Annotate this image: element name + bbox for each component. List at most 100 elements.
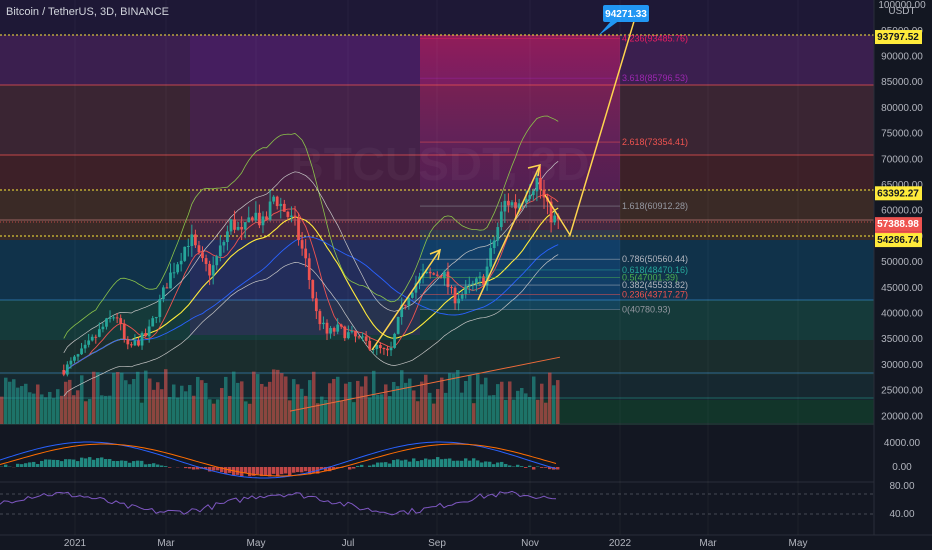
macd-histogram-bar xyxy=(336,467,340,468)
macd-histogram-bar xyxy=(436,457,440,467)
candle xyxy=(350,325,354,334)
volume-bar xyxy=(172,384,176,424)
candle xyxy=(354,331,357,343)
volume-bar xyxy=(96,372,100,424)
volume-bar xyxy=(388,396,392,424)
macd-histogram-bar xyxy=(88,457,92,467)
candle xyxy=(492,236,496,254)
volume-bar xyxy=(132,379,136,424)
price-tick-label: 40000.00 xyxy=(881,309,923,320)
candle xyxy=(400,297,404,325)
volume-bar xyxy=(112,372,116,424)
volume-bar xyxy=(456,370,460,424)
candle xyxy=(435,271,439,278)
arrow-head-2 xyxy=(527,163,541,177)
volume-bar xyxy=(292,379,296,424)
volume-bar xyxy=(204,382,208,424)
volume-bar xyxy=(104,395,108,424)
macd-histogram-bar xyxy=(84,458,88,467)
price-tag: 54286.74 xyxy=(875,233,922,248)
macd-histogram-bar xyxy=(352,467,356,469)
macd-histogram-bar xyxy=(456,460,460,467)
candle xyxy=(140,331,144,350)
candle xyxy=(378,342,382,354)
fib-level-label: 0.786(50560.44) xyxy=(622,254,688,264)
macd-histogram-bar xyxy=(404,459,408,467)
svg-text:54286.74: 54286.74 xyxy=(877,235,919,246)
volume-bar xyxy=(344,383,348,424)
volume-bar xyxy=(428,392,432,424)
svg-text:63392.27: 63392.27 xyxy=(877,188,919,199)
macd-histogram-bar xyxy=(248,467,252,477)
candle xyxy=(197,240,201,255)
macd-line xyxy=(0,441,557,479)
macd-histogram-bar xyxy=(300,467,304,473)
macd-histogram-bar xyxy=(384,462,388,467)
candlesticks xyxy=(62,166,560,377)
volume-bar xyxy=(64,381,68,424)
candle xyxy=(450,285,453,294)
price-tick-label: 25000.00 xyxy=(881,386,923,397)
callout-label: 94271.33 xyxy=(605,9,647,20)
candle xyxy=(176,262,179,275)
fib-level-label: 0.382(45533.82) xyxy=(622,280,688,290)
candle xyxy=(265,211,268,221)
candle xyxy=(226,225,229,251)
candle xyxy=(531,188,535,201)
macd-histogram-bar xyxy=(120,460,124,467)
volume-bar xyxy=(28,392,32,424)
volume-bar xyxy=(244,401,248,424)
volume-bar xyxy=(48,391,52,424)
candle xyxy=(137,337,140,347)
macd-histogram-bar xyxy=(376,462,380,467)
candle xyxy=(222,240,226,253)
price-tick-label: 45000.00 xyxy=(881,283,923,294)
macd-histogram-bar xyxy=(236,467,240,475)
rsi-tick-label: 80.00 xyxy=(889,481,914,492)
price-tick-label: 20000.00 xyxy=(881,411,923,422)
volume-bar xyxy=(60,395,64,424)
candle xyxy=(80,342,83,356)
price-tag: 93797.52 xyxy=(875,30,922,45)
volume-bar xyxy=(248,403,252,424)
candle xyxy=(475,276,478,292)
macd-histogram-bar xyxy=(116,461,120,467)
macd-tick-label: 4000.00 xyxy=(884,438,921,449)
macd-histogram-bar xyxy=(188,467,192,469)
candle xyxy=(542,179,546,209)
volume-bar xyxy=(400,370,404,424)
candle xyxy=(318,309,322,331)
candle xyxy=(208,260,211,286)
candle xyxy=(115,313,119,324)
macd-histogram-bar xyxy=(520,466,524,467)
volume-bar xyxy=(316,403,320,424)
candle xyxy=(510,200,514,208)
volume-bar xyxy=(220,388,224,424)
candle xyxy=(368,336,372,352)
ma-line-orange xyxy=(289,356,561,412)
candle xyxy=(240,216,244,241)
price-tick-label: 30000.00 xyxy=(881,360,923,371)
macd-histogram-bar xyxy=(96,458,100,467)
volume-bar xyxy=(348,381,352,424)
volume-bar xyxy=(176,397,180,424)
volume-bar xyxy=(504,399,508,424)
candle xyxy=(361,332,364,342)
volume-bar xyxy=(524,393,528,424)
candle xyxy=(90,334,94,342)
time-tick-label: May xyxy=(247,538,266,549)
candle xyxy=(94,334,98,344)
candle xyxy=(339,323,343,329)
candle xyxy=(272,195,276,205)
volume-bar xyxy=(32,393,36,424)
volume-bar xyxy=(156,382,160,424)
macd-histogram-bar xyxy=(392,460,396,467)
price-axis[interactable]: 20000.00 25000.00 30000.00 35000.00 40000.00… xyxy=(873,0,932,535)
volume-bar xyxy=(136,371,140,424)
volume-bar xyxy=(460,392,464,424)
time-tick-label: May xyxy=(789,538,808,549)
rsi-line xyxy=(0,490,557,516)
candle xyxy=(112,315,115,321)
